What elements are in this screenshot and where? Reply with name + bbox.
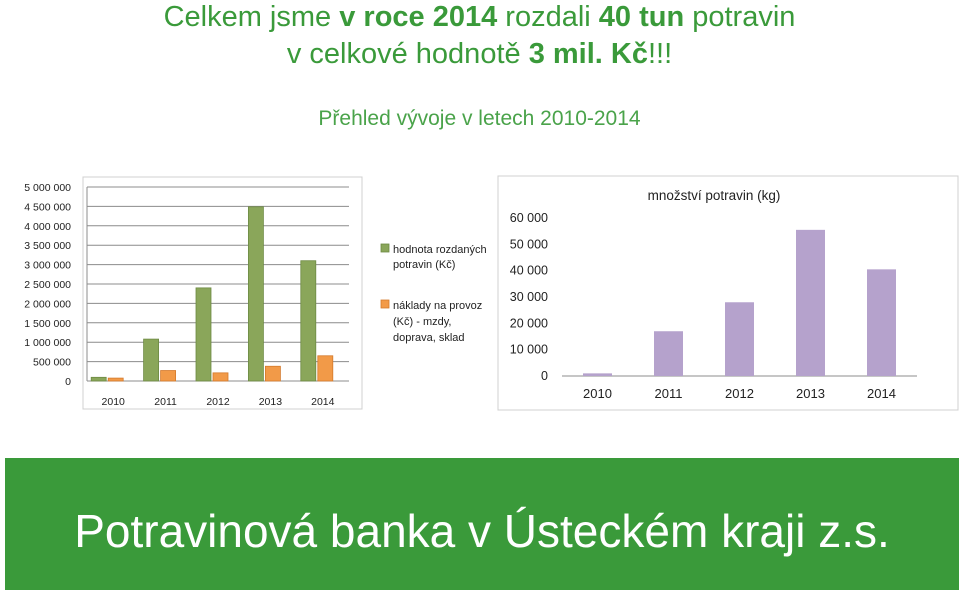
y-tick-label: 3 000 000 <box>24 260 71 272</box>
chart-section-title: Přehled vývoje v letech 2010-2014 <box>318 107 641 130</box>
headline-line-1: Celkem jsme v roce 2014 rozdali 40 tun p… <box>0 0 959 34</box>
chart-title: množství potravin (kg) <box>648 188 781 203</box>
headline-value: 3 mil. Kč <box>528 38 648 70</box>
y-tick-label: 1 500 000 <box>24 318 71 330</box>
bar-value <box>195 287 212 382</box>
legend-label-cost: doprava, sklad <box>393 332 465 344</box>
bar-value <box>300 260 317 382</box>
headline-text: rozdali <box>497 1 599 33</box>
headline-line-2: v celkové hodnotě 3 mil. Kč!!! <box>0 37 959 71</box>
y-tick-label: 2 500 000 <box>24 279 71 291</box>
headline-text: v celkové hodnotě <box>286 38 529 70</box>
y-tick-label: 10 000 <box>510 343 548 357</box>
x-tick-label: 2012 <box>725 386 754 401</box>
x-tick-label: 2011 <box>655 386 683 401</box>
y-tick-label: 0 <box>541 369 548 383</box>
x-tick-label: 2011 <box>154 396 177 408</box>
footer-banner: Potravinová banka v Ústeckém kraji z.s. <box>5 458 959 590</box>
bar-value <box>90 376 107 382</box>
y-tick-label: 4 000 000 <box>24 221 71 233</box>
bar-cost <box>317 355 334 382</box>
headline-amount: 40 tun <box>598 1 685 33</box>
y-tick-label: 0 <box>65 376 71 388</box>
headline-exclamation: !!! <box>647 38 673 70</box>
x-tick-label: 2010 <box>102 396 126 408</box>
x-tick-label: 2010 <box>583 386 612 401</box>
organization-name: Potravinová banka v Ústeckém kraji z.s. <box>74 505 890 557</box>
y-tick-label: 3 500 000 <box>24 240 71 252</box>
bar-quantity <box>796 229 825 376</box>
bar-cost <box>212 372 229 382</box>
y-tick-label: 40 000 <box>510 264 548 278</box>
x-tick-label: 2014 <box>867 386 896 401</box>
bar-quantity <box>867 269 896 376</box>
bar-cost <box>160 370 177 382</box>
bar-value <box>247 206 264 382</box>
x-tick-label: 2013 <box>259 396 283 408</box>
y-tick-label: 500 000 <box>33 357 71 369</box>
bar-cost <box>264 365 281 382</box>
x-tick-label: 2014 <box>311 396 335 408</box>
bar-quantity <box>583 373 612 376</box>
y-tick-label: 1 000 000 <box>24 337 71 349</box>
bar-quantity <box>654 331 683 376</box>
y-tick-label: 60 000 <box>510 211 548 225</box>
legend-label-cost: (Kč) - mzdy, <box>393 316 451 328</box>
bar-value <box>143 338 160 382</box>
y-tick-label: 4 500 000 <box>24 201 71 213</box>
y-tick-label: 30 000 <box>510 290 548 304</box>
x-tick-label: 2012 <box>206 396 230 408</box>
bar-cost <box>107 377 124 382</box>
y-tick-label: 5 000 000 <box>24 182 71 194</box>
legend-swatch-value <box>380 243 390 253</box>
y-tick-label: 50 000 <box>510 237 548 251</box>
headline-year: v roce 2014 <box>339 1 498 33</box>
headline-text: Celkem jsme <box>163 1 340 33</box>
legend-label-value: potravin (Kč) <box>393 259 455 271</box>
legend-label-value: hodnota rozdaných <box>393 244 487 256</box>
x-tick-label: 2013 <box>796 386 825 401</box>
legend-label-cost: náklady na provoz <box>393 300 482 312</box>
bar-quantity <box>725 302 754 376</box>
headline-text: potravin <box>684 1 796 33</box>
y-tick-label: 20 000 <box>510 316 548 330</box>
legend-swatch-cost <box>380 299 390 309</box>
y-tick-label: 2 000 000 <box>24 298 71 310</box>
